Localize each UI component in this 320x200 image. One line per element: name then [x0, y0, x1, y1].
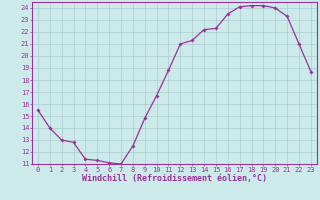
X-axis label: Windchill (Refroidissement éolien,°C): Windchill (Refroidissement éolien,°C) [82, 174, 267, 183]
